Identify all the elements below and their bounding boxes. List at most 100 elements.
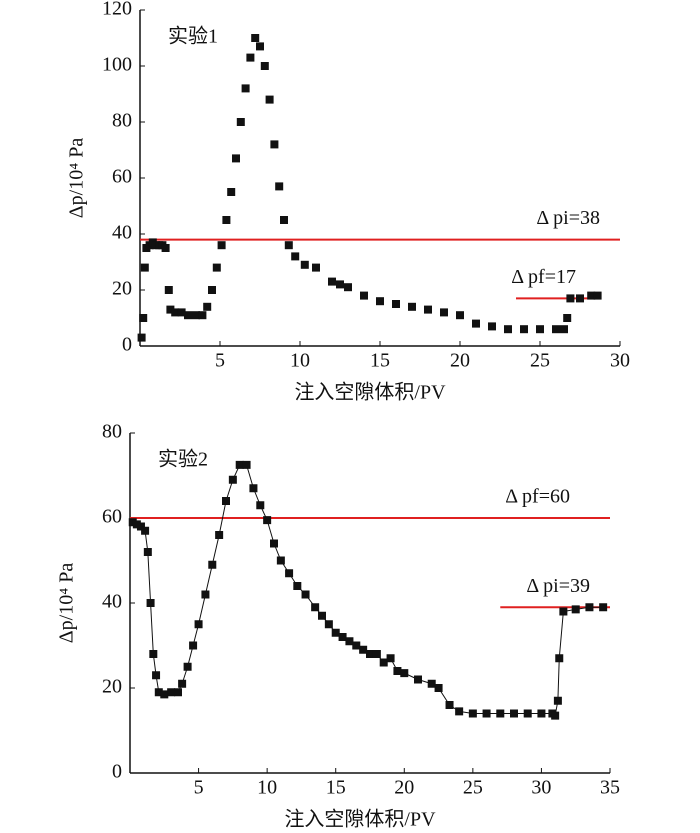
marker (563, 314, 572, 322)
y-tick-label: 40 (102, 591, 122, 613)
marker (171, 308, 180, 317)
marker (324, 620, 333, 629)
x-tick-label: 35 (600, 777, 620, 799)
x-axis-label: 注入空隙体积/PV (294, 381, 446, 404)
x-tick-label: 10 (257, 777, 277, 799)
x-tick-label: 15 (370, 350, 390, 372)
marker (352, 641, 361, 650)
marker (366, 650, 374, 658)
marker (482, 709, 491, 718)
marker (280, 216, 288, 224)
reference-label: Δ pf=60 (505, 486, 570, 508)
marker (217, 241, 226, 250)
marker (189, 641, 198, 650)
marker (291, 252, 300, 261)
marker (379, 658, 388, 667)
marker (136, 522, 145, 531)
marker (222, 216, 231, 224)
y-tick-label: 20 (112, 278, 132, 300)
marker (328, 277, 336, 286)
marker (536, 325, 544, 334)
y-axis-label: Δp/10⁴ Pa (66, 138, 88, 219)
marker (414, 675, 422, 684)
marker (132, 520, 141, 529)
marker (555, 654, 564, 663)
marker (359, 645, 368, 654)
marker (270, 539, 278, 548)
marker (149, 650, 158, 658)
x-tick-label: 15 (326, 777, 346, 799)
y-tick-label: 80 (102, 421, 122, 443)
marker (227, 188, 236, 196)
y-tick-label: 0 (122, 334, 132, 356)
marker (128, 518, 137, 527)
y-axis-label: Δp/10⁴ Pa (56, 563, 78, 644)
x-tick-label: 25 (463, 777, 483, 799)
marker (510, 709, 518, 718)
x-tick-label: 5 (215, 350, 225, 372)
marker (445, 701, 454, 709)
x-tick-label: 30 (610, 350, 630, 372)
marker (236, 118, 245, 126)
y-tick-label: 40 (112, 222, 132, 244)
marker (146, 599, 155, 607)
marker (276, 556, 285, 565)
marker (571, 605, 580, 614)
marker (183, 662, 192, 671)
marker (232, 154, 240, 163)
marker (345, 637, 354, 646)
marker (576, 294, 584, 303)
marker (293, 582, 302, 590)
marker (472, 319, 480, 328)
marker (386, 654, 395, 663)
marker (139, 314, 148, 322)
y-tick-label: 0 (112, 761, 122, 783)
marker (154, 688, 163, 697)
marker (336, 280, 344, 289)
marker (270, 140, 279, 149)
marker (215, 531, 224, 539)
marker (284, 241, 293, 250)
marker (174, 688, 182, 697)
marker (440, 308, 448, 317)
marker (263, 516, 272, 525)
marker (587, 291, 596, 300)
marker (208, 560, 217, 569)
x-tick-label: 20 (450, 350, 470, 372)
marker (192, 311, 200, 320)
marker (593, 291, 602, 300)
marker (504, 325, 512, 334)
marker (301, 590, 310, 599)
marker (198, 311, 207, 320)
marker (178, 679, 187, 688)
marker (331, 628, 340, 637)
marker (137, 333, 146, 342)
x-tick-label: 25 (530, 350, 550, 372)
marker (344, 283, 352, 292)
marker (166, 305, 175, 314)
annotation: 实验2 (158, 448, 208, 471)
marker (184, 311, 192, 320)
marker (201, 590, 210, 599)
marker (427, 679, 436, 688)
marker (161, 244, 170, 252)
marker (496, 709, 505, 718)
reference-label: Δ pi=38 (536, 207, 600, 229)
annotation: 实验1 (168, 25, 218, 48)
marker (242, 460, 251, 469)
marker (194, 620, 203, 629)
marker (256, 501, 265, 510)
marker (552, 325, 560, 334)
marker (376, 297, 384, 306)
marker (400, 669, 409, 678)
marker (208, 286, 216, 294)
marker (311, 603, 320, 612)
x-tick-label: 30 (531, 777, 551, 799)
marker (585, 603, 594, 612)
marker (520, 325, 528, 334)
marker (249, 484, 258, 493)
marker (265, 95, 274, 104)
marker (408, 302, 416, 311)
marker (424, 305, 432, 314)
